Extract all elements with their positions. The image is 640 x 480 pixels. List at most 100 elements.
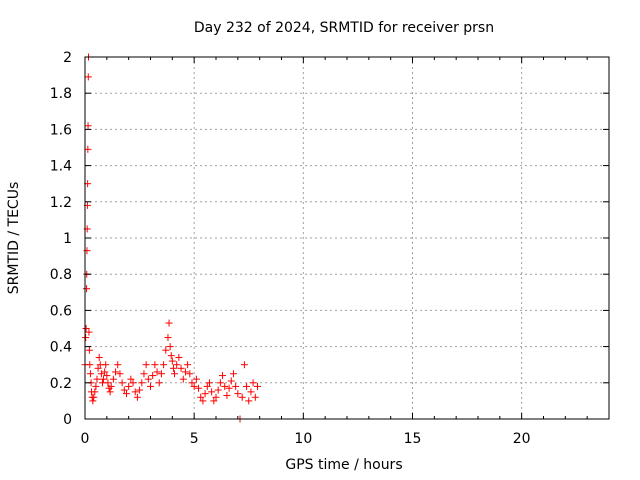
data-point: [167, 352, 175, 360]
data-point: [181, 368, 189, 376]
data-point: [100, 375, 108, 383]
data-point: [240, 361, 248, 369]
data-point: [142, 361, 150, 369]
x-tick-label: 0: [81, 431, 90, 447]
data-point: [127, 375, 135, 383]
data-point: [91, 388, 99, 396]
data-point: [97, 370, 105, 378]
data-point: [212, 393, 220, 401]
data-point: [140, 370, 148, 378]
y-tick-labels: 0 0.2 0.4 0.6 0.8 1 1.2 1.4 1.6 1.8 2: [50, 50, 72, 428]
data-point: [155, 379, 163, 387]
x-tick-labels: 0 5 10 15 20: [81, 431, 531, 447]
data-point: [208, 388, 216, 396]
x-axis-label: GPS time / hours: [285, 457, 402, 473]
data-point: [118, 379, 126, 387]
data-point: [104, 379, 112, 387]
data-point: [90, 393, 98, 401]
data-point: [210, 397, 218, 405]
data-point: [166, 343, 174, 351]
data-point: [151, 361, 159, 369]
data-point: [162, 346, 170, 354]
data-point: [93, 375, 101, 383]
data-point: [203, 382, 211, 390]
data-point: [102, 361, 110, 369]
data-point: [89, 397, 97, 405]
data-point: [175, 353, 183, 361]
data-point: [173, 361, 181, 369]
data-point: [144, 375, 152, 383]
y-tick-label: 0.2: [50, 376, 72, 392]
y-tick-label: 1.8: [50, 86, 72, 102]
x-tick-label: 20: [513, 431, 531, 447]
y-tick-label: 0.8: [50, 267, 72, 283]
data-point: [216, 379, 224, 387]
data-point: [129, 379, 137, 387]
data-point: [138, 379, 146, 387]
data-point: [116, 370, 124, 378]
data-point: [199, 397, 207, 405]
data-point: [106, 388, 114, 396]
data-point: [82, 325, 90, 332]
y-tick-label: 2: [63, 50, 72, 66]
data-point: [147, 382, 154, 390]
data-point: [107, 382, 115, 390]
data-point: [223, 391, 231, 399]
data-point: [85, 328, 93, 336]
data-point: [232, 382, 240, 390]
data-point: [84, 73, 92, 81]
data-point: [247, 388, 255, 396]
data-point: [103, 372, 111, 380]
data-point: [86, 370, 94, 378]
data-point: [133, 393, 141, 401]
data-point: [251, 393, 259, 401]
data-point: [195, 384, 203, 392]
data-point: [95, 353, 103, 361]
data-point: [131, 388, 139, 396]
data-point: [221, 382, 229, 390]
data-point: [184, 361, 192, 369]
data-point: [84, 145, 92, 153]
data-point: [201, 390, 209, 398]
data-point: [164, 334, 172, 342]
data-point: [177, 364, 185, 372]
y-tick-label: 1.6: [50, 122, 72, 138]
data-point: [92, 382, 100, 390]
data-point: [205, 379, 213, 387]
data-point: [112, 368, 120, 376]
data-point: [186, 370, 194, 378]
data-point: [219, 372, 227, 380]
x-tick-label: 10: [294, 431, 312, 447]
data-point: [229, 370, 237, 378]
data-point: [243, 382, 251, 390]
data-point: [225, 384, 233, 392]
data-point: [125, 382, 133, 390]
grid-lines: [85, 57, 609, 419]
data-point: [149, 372, 157, 380]
data-point: [227, 377, 235, 385]
data-point: [120, 386, 128, 394]
data-point: [153, 368, 161, 376]
y-tick-label: 1.4: [50, 159, 72, 175]
data-point: [192, 375, 200, 383]
data-point: [122, 390, 130, 398]
data-point: [101, 368, 109, 376]
data-point: [171, 370, 179, 378]
data-point: [160, 361, 168, 369]
axis-ticks: [84, 56, 610, 420]
y-tick-label: 1: [63, 231, 72, 247]
data-points: [81, 53, 261, 423]
x-tick-label: 15: [404, 431, 422, 447]
data-point: [214, 386, 222, 394]
data-point: [109, 375, 117, 383]
data-point: [94, 364, 102, 372]
x-tick-label: 5: [190, 431, 199, 447]
y-tick-label: 0.4: [50, 340, 72, 356]
y-tick-label: 1.2: [50, 195, 72, 211]
data-point: [245, 397, 253, 405]
data-point: [114, 361, 122, 369]
data-point: [169, 364, 177, 372]
data-point: [136, 386, 144, 394]
chart-title: Day 232 of 2024, SRMTID for receiver prs…: [194, 20, 494, 36]
